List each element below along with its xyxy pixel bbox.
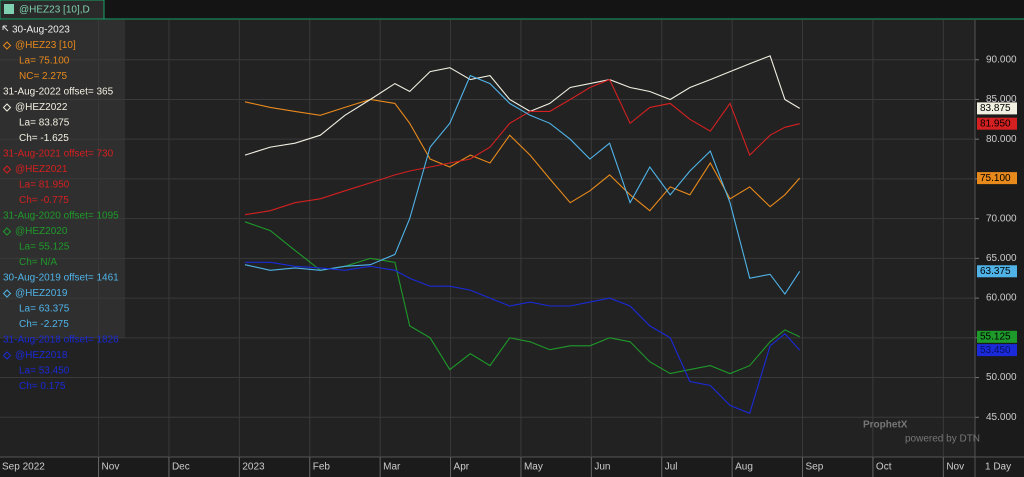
x-tick-label: Dec — [172, 462, 190, 473]
watermark-sub: powered by DTN — [905, 434, 980, 445]
interval-label[interactable]: 1 Day — [985, 462, 1011, 473]
price-tag — [977, 102, 1017, 115]
legend-offset: 31-Aug-2020 offset= 1095 — [3, 211, 119, 222]
y-tick-label: 70.000 — [986, 213, 1017, 224]
price-tag-label: 53.450 — [980, 345, 1011, 356]
legend-name: @HEZ2022 — [15, 102, 68, 113]
series-line — [244, 221, 800, 375]
series-line — [244, 74, 801, 296]
legend-stat: Ch= N/A — [19, 257, 57, 268]
y-tick-label: 60.000 — [986, 293, 1017, 304]
legend-symbol — [2, 165, 12, 174]
legend-stat: Ch= 0.175 — [19, 381, 66, 392]
price-tag — [977, 265, 1017, 278]
price-tag-label: 55.125 — [980, 331, 1011, 342]
price-tag-label: 75.100 — [980, 173, 1011, 184]
x-tick-label: Sep 2022 — [2, 462, 45, 473]
legend-name: @HEZ23 [10] — [15, 40, 76, 51]
series-line — [244, 78, 800, 216]
price-tag-label: 63.375 — [980, 266, 1011, 277]
price-tag-label: 81.950 — [980, 118, 1011, 129]
x-tick-label: Sep — [806, 462, 824, 473]
x-tick-label: Apr — [454, 462, 470, 473]
x-tick-label: Jun — [594, 462, 610, 473]
x-tick-label: Jul — [665, 462, 678, 473]
legend-offset: 31-Aug-2022 offset= 365 — [3, 87, 114, 98]
x-tick-label: Oct — [876, 462, 892, 473]
y-tick-label: 45.000 — [986, 412, 1017, 423]
legend-stat: La= 53.450 — [19, 366, 70, 377]
x-tick-label: Feb — [313, 462, 331, 473]
y-tick-label: 65.000 — [986, 253, 1017, 264]
legend-date: 30-Aug-2023 — [12, 25, 70, 36]
legend-name: @HEZ2021 — [15, 164, 68, 175]
legend-symbol — [2, 351, 12, 360]
y-tick-label: 80.000 — [986, 134, 1017, 145]
legend-stat: Ch= -1.625 — [19, 133, 69, 144]
legend-name: @HEZ2020 — [15, 226, 68, 237]
y-tick-label: 90.000 — [986, 54, 1017, 65]
legend-offset: 31-Aug-2018 offset= 1826 — [3, 335, 119, 346]
series-line — [244, 98, 801, 212]
price-tag — [977, 117, 1017, 130]
x-tick-label: 2023 — [242, 462, 265, 473]
legend-stat: Ch= -2.275 — [19, 319, 69, 330]
watermark-brand: ProphetX — [863, 420, 908, 431]
tab-icon — [4, 4, 14, 14]
series-line — [244, 55, 800, 156]
legend-stat: La= 75.100 — [19, 56, 70, 67]
legend-stat: La= 83.875 — [19, 118, 70, 129]
legend-offset: 31-Aug-2021 offset= 730 — [3, 149, 114, 160]
legend-name: @HEZ2019 — [15, 288, 68, 299]
price-tag — [977, 172, 1017, 185]
legend-stat: La= 55.125 — [19, 242, 70, 253]
y-tick-label: 85.000 — [986, 94, 1017, 105]
x-tick-label: Aug — [735, 462, 753, 473]
tab-label[interactable]: @HEZ23 [10],D — [19, 5, 90, 16]
series-line — [245, 261, 801, 415]
legend-stat: Ch= -0.775 — [19, 195, 69, 206]
cursor-icon — [2, 25, 9, 32]
y-tick-label: 50.000 — [986, 372, 1017, 383]
legend-stat: La= 63.375 — [19, 304, 70, 315]
legend-symbol — [2, 103, 12, 112]
price-tag — [977, 344, 1017, 357]
x-tick-label: Mar — [383, 462, 401, 473]
legend-stat: La= 81.950 — [19, 180, 70, 191]
legend-offset: 30-Aug-2019 offset= 1461 — [3, 273, 119, 284]
price-tag-label: 83.875 — [980, 103, 1011, 114]
plot-area — [0, 20, 975, 457]
legend-symbol — [2, 227, 12, 236]
legend-symbol — [2, 289, 12, 298]
legend-symbol — [2, 41, 12, 50]
legend-stat: NC= 2.275 — [19, 71, 68, 82]
legend-name: @HEZ2018 — [15, 350, 68, 361]
tab-bar — [0, 0, 1024, 19]
x-tick-label: Nov — [102, 462, 120, 473]
price-tag — [977, 330, 1017, 343]
x-tick-label: May — [524, 462, 543, 473]
x-tick-label: Nov — [946, 462, 964, 473]
